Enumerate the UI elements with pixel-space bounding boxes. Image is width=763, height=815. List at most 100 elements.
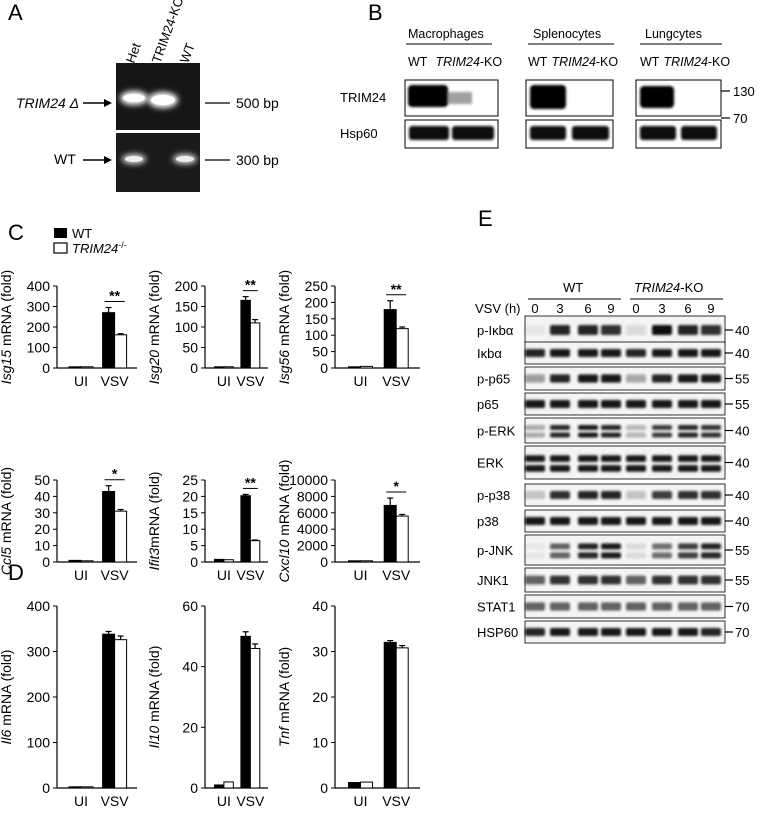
band (626, 491, 646, 499)
band (652, 517, 672, 525)
y-tick-label: 100 (305, 327, 329, 343)
y-tick-label: 0 (320, 554, 328, 570)
chart-isg20: 0 50 100 150 200 Isg20 mRNA (fold) UI VSV ** (146, 270, 268, 389)
y-axis-label: Isg15 mRNA (fold) (0, 270, 14, 384)
band (525, 575, 545, 585)
blot-strip: p65 55 (477, 392, 749, 416)
y-tick-label: 150 (305, 311, 329, 327)
band (550, 455, 570, 462)
band (652, 628, 672, 636)
band (652, 349, 672, 357)
bar (383, 504, 397, 563)
band (578, 575, 598, 585)
band (525, 552, 545, 559)
band (626, 517, 646, 525)
y-tick-label: 20 (182, 719, 198, 735)
size-marker: 300 bp (236, 152, 279, 168)
bar (240, 495, 251, 563)
y-axis-label: Isg20 mRNA (fold) (146, 270, 162, 384)
legend-swatch-ko (53, 242, 68, 254)
band (626, 552, 646, 559)
band (678, 455, 698, 462)
x-tick-label: UI (354, 373, 368, 389)
band (678, 491, 698, 499)
gel-row-label: WT (54, 151, 76, 167)
mw-marker: 70 (735, 625, 749, 640)
blot-strip: p-ERK 40 (477, 417, 749, 444)
band (601, 425, 621, 430)
mw-marker: 40 (735, 323, 749, 338)
bar (102, 312, 116, 369)
band (550, 465, 570, 472)
genotype-label: WT TRIM24-KO (528, 55, 618, 69)
band (525, 602, 545, 611)
y-tick-label: 200 (27, 689, 51, 705)
significance-label: ** (245, 474, 256, 490)
bar (395, 647, 409, 789)
band (652, 465, 672, 472)
band (626, 543, 646, 550)
y-tick-label: 10 (34, 538, 50, 554)
legend: WT TRIM24-/- (53, 226, 127, 256)
blot-label: p-p38 (477, 488, 510, 503)
band (550, 628, 570, 636)
y-tick-label: 10 (312, 735, 328, 751)
y-tick-label: 6000 (297, 505, 328, 521)
mw-marker: 40 (735, 488, 749, 503)
significance-label: * (112, 466, 118, 482)
bar (80, 366, 94, 369)
band (601, 628, 621, 636)
x-tick-label: UI (74, 567, 88, 583)
band (678, 517, 698, 525)
x-tick-label: VSV (101, 567, 130, 583)
y-tick-label: 0 (42, 360, 50, 376)
bar (249, 322, 261, 369)
band (701, 374, 721, 383)
band (678, 425, 698, 430)
blot-strip: ERK 40 (477, 445, 749, 480)
band (550, 324, 570, 336)
genotype-label: WT TRIM24-KO (640, 55, 730, 69)
y-tick-label: 0 (42, 554, 50, 570)
blot-label: STAT1 (477, 600, 516, 615)
mw-marker: 70 (735, 600, 749, 615)
band (678, 400, 698, 408)
bar (213, 558, 225, 563)
y-tick-label: 150 (175, 299, 199, 315)
panel-a-gel: Het TRIM24-KO WT TRIM24 Δ WT 500 bp 300 … (16, 0, 279, 192)
bar (102, 633, 116, 789)
y-tick-label: 50 (312, 344, 328, 360)
band (701, 552, 721, 559)
mw-marker: 55 (735, 543, 749, 558)
panel-letter-a: A (8, 0, 23, 25)
y-axis-label: Cxcl10 mRNA (fold) (276, 460, 292, 583)
cell-type-label: Lungcytes (645, 27, 702, 41)
band (601, 575, 621, 585)
bar (395, 328, 409, 369)
band (601, 517, 621, 525)
y-axis-label: Ifit3mRNA (fold) (146, 472, 162, 571)
mw-marker: 40 (735, 514, 749, 529)
band (525, 628, 545, 636)
chart-il10: 0 20 40 60 Il10 mRNA (fold) UI VSV (146, 598, 268, 809)
band (578, 455, 598, 462)
time-label: 9 (707, 301, 714, 316)
bar (348, 560, 361, 563)
blot-frame (524, 445, 726, 480)
blot-strip: p-Iκbα 40 (477, 315, 749, 345)
band (550, 400, 570, 408)
y-tick-label: 30 (34, 505, 50, 521)
y-tick-label: 20 (34, 521, 50, 537)
y-tick-label: 100 (27, 735, 51, 751)
band (678, 349, 698, 357)
significance-label: * (393, 478, 399, 494)
x-tick-label: UI (217, 793, 231, 809)
gel-lane-label: WT (177, 41, 198, 65)
band (550, 552, 570, 559)
y-tick-label: 20 (182, 488, 198, 504)
mw-marker: 40 (735, 424, 749, 439)
y-tick-label: 100 (175, 319, 199, 335)
band (701, 517, 721, 525)
y-axis-label: Il6 mRNA (fold) (0, 650, 14, 745)
